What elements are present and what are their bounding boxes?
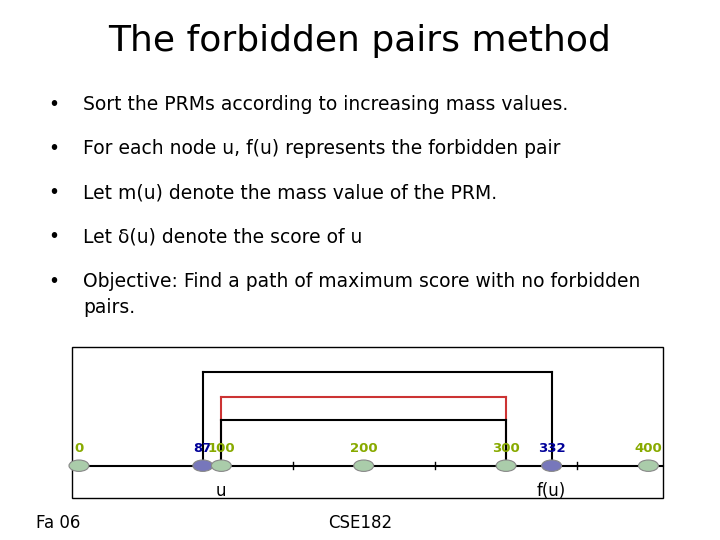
- Ellipse shape: [69, 460, 89, 471]
- Text: The forbidden pairs method: The forbidden pairs method: [109, 24, 611, 58]
- Text: Fa 06: Fa 06: [36, 514, 81, 532]
- Text: Sort the PRMs according to increasing mass values.: Sort the PRMs according to increasing ma…: [83, 94, 568, 113]
- Text: 332: 332: [538, 442, 565, 455]
- Text: 300: 300: [492, 442, 520, 455]
- Text: f(u): f(u): [537, 482, 566, 500]
- Ellipse shape: [639, 460, 658, 471]
- Text: Let δ(u) denote the score of u: Let δ(u) denote the score of u: [83, 227, 362, 246]
- Text: Let m(u) denote the mass value of the PRM.: Let m(u) denote the mass value of the PR…: [83, 183, 497, 202]
- Text: u: u: [216, 482, 227, 500]
- Text: 100: 100: [207, 442, 235, 455]
- Text: Objective: Find a path of maximum score with no forbidden: Objective: Find a path of maximum score …: [83, 272, 640, 291]
- Text: •: •: [48, 139, 60, 158]
- Ellipse shape: [541, 460, 562, 471]
- Ellipse shape: [212, 460, 231, 471]
- Text: •: •: [48, 94, 60, 113]
- Text: For each node u, f(u) represents the forbidden pair: For each node u, f(u) represents the for…: [83, 139, 560, 158]
- Text: 200: 200: [350, 442, 377, 455]
- Text: 0: 0: [74, 442, 84, 455]
- Text: CSE182: CSE182: [328, 514, 392, 532]
- Ellipse shape: [193, 460, 213, 471]
- Text: pairs.: pairs.: [83, 298, 135, 316]
- Ellipse shape: [496, 460, 516, 471]
- Text: •: •: [48, 183, 60, 202]
- Text: 87: 87: [194, 442, 212, 455]
- Ellipse shape: [354, 460, 374, 471]
- Text: 400: 400: [634, 442, 662, 455]
- Text: •: •: [48, 227, 60, 246]
- Text: •: •: [48, 272, 60, 291]
